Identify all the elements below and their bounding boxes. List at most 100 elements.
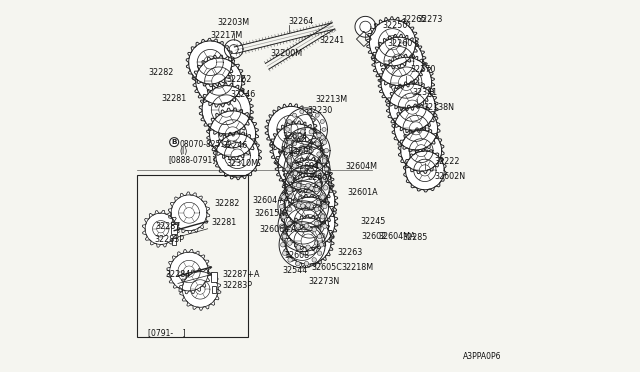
Circle shape bbox=[309, 129, 314, 134]
Circle shape bbox=[317, 182, 321, 187]
Text: 32281: 32281 bbox=[211, 218, 237, 227]
Circle shape bbox=[286, 186, 291, 190]
Circle shape bbox=[323, 204, 327, 209]
Text: 32260: 32260 bbox=[388, 39, 413, 48]
Text: 08070-8251A: 08070-8251A bbox=[179, 140, 231, 149]
Text: 32604+A: 32604+A bbox=[252, 196, 289, 205]
Polygon shape bbox=[270, 121, 324, 175]
Text: 32200M: 32200M bbox=[271, 49, 303, 58]
Circle shape bbox=[292, 152, 297, 156]
Text: 32270: 32270 bbox=[410, 65, 435, 74]
Circle shape bbox=[287, 241, 292, 245]
Polygon shape bbox=[225, 40, 243, 58]
Circle shape bbox=[317, 234, 322, 238]
Polygon shape bbox=[179, 269, 221, 310]
Circle shape bbox=[296, 245, 301, 250]
FancyBboxPatch shape bbox=[211, 272, 217, 282]
Polygon shape bbox=[213, 131, 262, 180]
Circle shape bbox=[287, 158, 292, 163]
Circle shape bbox=[320, 119, 324, 124]
Circle shape bbox=[308, 110, 312, 114]
Circle shape bbox=[288, 258, 292, 262]
Circle shape bbox=[296, 183, 301, 187]
Circle shape bbox=[282, 233, 286, 238]
Polygon shape bbox=[172, 195, 207, 231]
Circle shape bbox=[292, 142, 296, 146]
Circle shape bbox=[300, 186, 305, 190]
Polygon shape bbox=[392, 104, 440, 153]
Polygon shape bbox=[170, 252, 209, 291]
Circle shape bbox=[309, 186, 314, 190]
Text: 32241: 32241 bbox=[319, 36, 344, 45]
Polygon shape bbox=[282, 194, 338, 251]
Circle shape bbox=[309, 167, 314, 172]
Polygon shape bbox=[207, 108, 259, 160]
Text: A3PPA0P6: A3PPA0P6 bbox=[463, 352, 502, 361]
Text: 32310M: 32310M bbox=[227, 159, 259, 168]
Polygon shape bbox=[182, 272, 218, 307]
Polygon shape bbox=[387, 81, 438, 133]
Text: 32138N: 32138N bbox=[424, 103, 454, 112]
Text: 32604: 32604 bbox=[282, 132, 307, 141]
Circle shape bbox=[316, 142, 319, 146]
Circle shape bbox=[324, 148, 328, 153]
Circle shape bbox=[280, 204, 284, 209]
Circle shape bbox=[282, 195, 286, 199]
Circle shape bbox=[170, 138, 179, 147]
Circle shape bbox=[324, 167, 328, 171]
Circle shape bbox=[296, 225, 301, 230]
Circle shape bbox=[319, 243, 324, 247]
Polygon shape bbox=[374, 37, 423, 86]
Circle shape bbox=[287, 135, 291, 140]
Circle shape bbox=[287, 221, 292, 225]
Circle shape bbox=[287, 187, 292, 192]
Circle shape bbox=[296, 262, 300, 266]
Polygon shape bbox=[372, 34, 426, 89]
Polygon shape bbox=[282, 157, 334, 209]
Circle shape bbox=[306, 225, 310, 230]
Circle shape bbox=[312, 227, 316, 232]
Text: 32544: 32544 bbox=[282, 266, 307, 275]
Text: [0888-0791]: [0888-0791] bbox=[168, 155, 216, 164]
Circle shape bbox=[323, 186, 328, 190]
Polygon shape bbox=[282, 173, 338, 230]
Polygon shape bbox=[279, 222, 325, 268]
Circle shape bbox=[287, 207, 292, 212]
Circle shape bbox=[287, 176, 292, 180]
FancyBboxPatch shape bbox=[212, 286, 216, 293]
Text: 32213M: 32213M bbox=[316, 95, 348, 104]
Polygon shape bbox=[278, 181, 328, 232]
Text: 32230: 32230 bbox=[307, 106, 332, 115]
Polygon shape bbox=[285, 160, 331, 206]
Text: 32282: 32282 bbox=[149, 68, 174, 77]
Circle shape bbox=[282, 215, 286, 219]
Text: 32606: 32606 bbox=[307, 173, 332, 182]
Circle shape bbox=[323, 224, 327, 228]
Polygon shape bbox=[167, 249, 211, 294]
Circle shape bbox=[317, 133, 321, 138]
Polygon shape bbox=[216, 134, 259, 177]
Polygon shape bbox=[284, 128, 330, 174]
Text: 32218M: 32218M bbox=[342, 263, 374, 272]
Polygon shape bbox=[401, 130, 442, 171]
Polygon shape bbox=[268, 106, 314, 153]
Circle shape bbox=[314, 221, 319, 225]
Circle shape bbox=[321, 214, 325, 218]
Circle shape bbox=[306, 203, 310, 207]
Polygon shape bbox=[355, 16, 376, 37]
Text: 32604MA: 32604MA bbox=[379, 232, 416, 241]
Polygon shape bbox=[284, 108, 328, 151]
Text: 32605C: 32605C bbox=[312, 263, 342, 272]
Polygon shape bbox=[142, 210, 179, 247]
Circle shape bbox=[292, 133, 297, 138]
Circle shape bbox=[306, 245, 310, 250]
Text: 32264: 32264 bbox=[289, 17, 314, 26]
Text: 32604: 32604 bbox=[294, 162, 320, 171]
Text: 32604M: 32604M bbox=[346, 162, 378, 171]
Circle shape bbox=[301, 167, 305, 172]
Text: 32246: 32246 bbox=[223, 141, 248, 150]
Circle shape bbox=[314, 207, 319, 212]
Circle shape bbox=[282, 234, 287, 238]
FancyBboxPatch shape bbox=[172, 238, 177, 245]
Polygon shape bbox=[284, 197, 335, 248]
